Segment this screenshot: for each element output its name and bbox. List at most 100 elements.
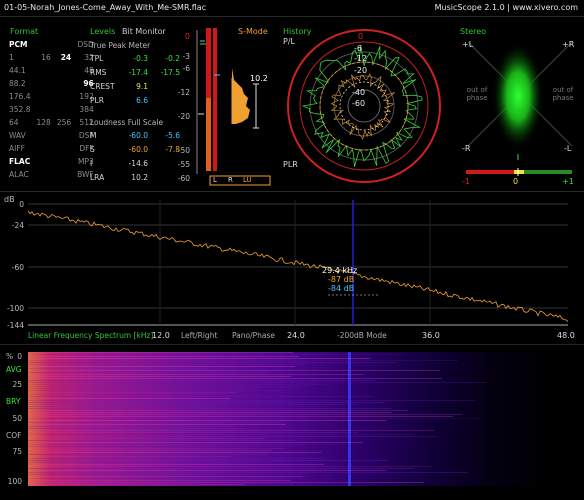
true-peak-cell: 6.6	[136, 96, 148, 105]
ring-40: -40	[352, 88, 366, 97]
format-cell: DFF	[79, 144, 94, 153]
format-row: 44.1 48	[6, 64, 97, 77]
history-plr: PLR	[283, 160, 298, 169]
history-radar	[287, 29, 441, 183]
loudness-cell: -60.0	[128, 145, 148, 154]
format-cell: 24	[60, 53, 72, 62]
sono-cof[interactable]: COF	[6, 431, 22, 440]
tab-linear-spectrum[interactable]: Linear Frequency Spectrum [kHz]	[28, 331, 154, 340]
true-peak-row: RMS -17.4 -17.5	[88, 66, 182, 80]
spec-x-36: 36.0	[422, 331, 440, 340]
stereo-oop-right: out of phase	[552, 86, 574, 102]
format-cell	[33, 129, 53, 142]
smode-heading[interactable]: S-Mode	[238, 27, 268, 36]
format-cell: 1	[9, 53, 14, 62]
sono-bry[interactable]: BRY	[6, 397, 21, 406]
loudness-cell: S	[90, 145, 95, 154]
loudness-cell: M	[90, 131, 97, 140]
format-row: 64 128 256 512	[6, 116, 97, 129]
spec-y-100: -100	[6, 304, 24, 313]
true-peak-cell: -17.5	[160, 68, 180, 77]
format-cell: 48	[84, 66, 94, 75]
spec-x-12: 12.0	[152, 331, 170, 340]
loudness-row: S -60.0 -7.8	[88, 143, 182, 157]
format-cell: 64	[9, 118, 19, 127]
format-cell	[54, 90, 74, 103]
smode-scale-6: -6	[182, 64, 190, 73]
format-row: AIFF DFF	[6, 142, 97, 155]
stereo-heading: Stereo	[460, 27, 487, 36]
cursor-val-1: -87 dB	[328, 275, 355, 284]
format-cell: PCM	[9, 40, 28, 49]
true-peak-cell: -0.3	[133, 54, 148, 63]
format-cell: 384	[79, 105, 94, 114]
loudness-row: M -60.0 -5.6	[88, 129, 182, 143]
tab-200db-mode[interactable]: -200dB Mode	[337, 331, 387, 340]
smode-scale-0: 0	[184, 32, 190, 41]
format-cell	[33, 64, 53, 77]
smode-scale-20: -20	[177, 112, 190, 121]
format-cell	[33, 142, 53, 155]
spec-y-144: -144	[6, 321, 24, 330]
stereo-minus-r: -R	[462, 144, 471, 153]
sono-y-0: 0	[17, 352, 22, 361]
smode-scale-60: -60	[177, 174, 190, 183]
spectrum-plot[interactable]	[28, 200, 572, 328]
stereo-scope	[466, 41, 573, 176]
format-cell	[33, 38, 53, 51]
format-cell: DSD	[77, 40, 94, 49]
format-row: WAV DSF	[6, 129, 97, 142]
spec-y-60: -60	[11, 263, 24, 272]
stereo-plus-r: +R	[562, 40, 575, 49]
sonogram-divider	[0, 344, 584, 345]
loudness-cell: -5.6	[165, 131, 180, 140]
format-cell: ALAC	[9, 170, 29, 179]
loudness-cell: 10.2	[131, 173, 148, 182]
ring-6: -6	[354, 44, 362, 53]
ring-0: 0	[358, 32, 364, 41]
spec-y-0: 0	[19, 200, 24, 209]
true-peak-cell: PLR	[90, 96, 104, 105]
format-cell	[54, 142, 74, 155]
sonogram-texture	[28, 352, 486, 485]
true-peak-cell: RMS	[90, 68, 107, 77]
format-row: 88.2 96	[6, 77, 97, 90]
header-divider	[0, 16, 584, 17]
tab-pano-phase[interactable]: Pano/Phase	[232, 331, 276, 340]
loudness-cell: LRA	[90, 173, 105, 182]
sono-y-100: 100	[7, 477, 22, 486]
sono-y-pct: %	[6, 352, 14, 361]
format-cell: 352.8	[9, 105, 31, 114]
format-row: 352.8 384	[6, 103, 97, 116]
ring-12: -12	[354, 54, 368, 63]
smode-r: R	[228, 176, 233, 184]
format-cell: 88.2	[9, 79, 26, 88]
loudness-cell: -60.0	[128, 131, 148, 140]
true-peak-row: PLR 6.6	[88, 94, 182, 108]
sonogram-plot[interactable]	[28, 352, 570, 486]
sono-avg[interactable]: AVG	[6, 365, 22, 374]
format-cell: AIFF	[9, 144, 25, 153]
format-table: PCM DSD 1 16 24 32 44.1 48 88.2 96 176.4 192 352.8 38…	[6, 38, 97, 181]
lra-value: 10.2	[250, 74, 268, 83]
tab-left-right[interactable]: Left/Right	[181, 331, 218, 340]
smode-scale-55: -55	[177, 160, 190, 169]
format-cell	[54, 38, 74, 51]
smode-scale-3: -3	[182, 52, 190, 61]
true-peak-row: CREST 9.1	[88, 80, 182, 94]
smode-l: L	[213, 176, 217, 184]
true-peak-cell: -0.2	[165, 54, 180, 63]
format-cell: 192	[79, 92, 94, 101]
format-cell	[54, 64, 74, 77]
format-cell	[54, 168, 74, 181]
levels-mode[interactable]: Bit Monitor	[122, 27, 166, 36]
format-cell	[33, 90, 53, 103]
true-peak-header: True Peak Meter	[90, 41, 151, 50]
smode-meter	[196, 28, 271, 186]
format-row: FLAC MP3	[6, 155, 97, 168]
file-title: 01-05-Norah_Jones-Come_Away_With_Me-SMR.…	[4, 3, 207, 12]
format-row: PCM DSD	[6, 38, 97, 51]
smode-lu: LU	[243, 176, 252, 184]
spec-x-48: 48.0	[557, 331, 575, 340]
format-cell	[54, 129, 74, 142]
